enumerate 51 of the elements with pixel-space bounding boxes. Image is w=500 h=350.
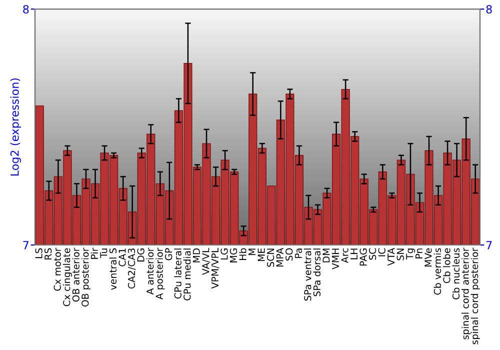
- x-tick-label: DM: [322, 248, 330, 262]
- x-tick-label: A anterior: [146, 248, 154, 295]
- x-tick-label: Cb nucleus: [452, 248, 460, 300]
- x-tick-label: SO: [286, 248, 293, 261]
- x-tick-label: Pa: [294, 248, 302, 258]
- x-tick-label: Cb lobe: [442, 248, 450, 284]
- x-tick-label: CA2/CA3: [128, 248, 136, 289]
- x-tick-label: M: [248, 248, 256, 255]
- y2-tick-label: 8: [486, 5, 492, 14]
- x-tick-label: SN: [396, 248, 404, 260]
- x-tick-label: A posterior: [156, 248, 165, 300]
- x-tick-label: ME: [258, 248, 265, 261]
- x-tick-label: LS: [35, 248, 42, 258]
- x-tick-label: CPu medial: [183, 248, 191, 300]
- x-tick-label: PAG: [360, 248, 367, 266]
- x-tick-label: ventral S: [109, 248, 117, 290]
- x-tick-label: spinal cord posterior: [470, 248, 480, 344]
- x-tick-label: MVe: [424, 248, 432, 267]
- x-tick-label: GP: [165, 248, 172, 260]
- x-tick-label: IC: [378, 248, 386, 256]
- x-tick-label: SPa ventral: [304, 248, 312, 301]
- y-axis-title: Log2 (expression): [10, 78, 21, 176]
- y2-tick-label: 7: [486, 241, 492, 250]
- x-tick-label: spinal cord anterior: [462, 248, 471, 340]
- x-tick-label: RS: [44, 248, 52, 260]
- x-tick-label: MPA: [276, 248, 284, 267]
- x-tick-label: MD: [192, 248, 200, 262]
- x-tick-label: Cx cingulate: [62, 248, 72, 306]
- x-tick-label: OB anterior: [72, 248, 80, 302]
- x-tick-label: LG: [220, 248, 228, 260]
- x-tick-label: SCN: [267, 248, 274, 267]
- x-tick-label: Pn: [415, 248, 422, 258]
- x-tick-label: VMH: [332, 248, 339, 270]
- x-tick-label: Tg: [406, 248, 416, 260]
- x-tick-label: SC: [368, 248, 376, 260]
- x-tick-label: Hb: [239, 248, 246, 260]
- x-tick-label: Pir: [90, 248, 98, 259]
- x-tick-label: CA1: [118, 248, 126, 266]
- x-tick-label: DG: [137, 248, 144, 262]
- x-tick-label: CPu lateral: [174, 248, 182, 299]
- x-tick-label: VTA: [388, 248, 395, 266]
- x-tick-label: Cx motor: [54, 248, 61, 291]
- x-tick-label: OB posterior: [81, 248, 91, 307]
- x-tick-label: MG: [230, 248, 238, 262]
- x-tick-label: VA/VL: [202, 248, 210, 275]
- x-tick-label: LH: [350, 248, 358, 260]
- x-tick-label: Cb vermis: [434, 248, 442, 295]
- x-tick-label: Tu: [100, 248, 108, 258]
- x-tick-label: SPa dorsal: [313, 248, 320, 296]
- x-tick-label: VPM/VPL: [212, 248, 220, 289]
- x-tick-label: Arc: [341, 248, 348, 264]
